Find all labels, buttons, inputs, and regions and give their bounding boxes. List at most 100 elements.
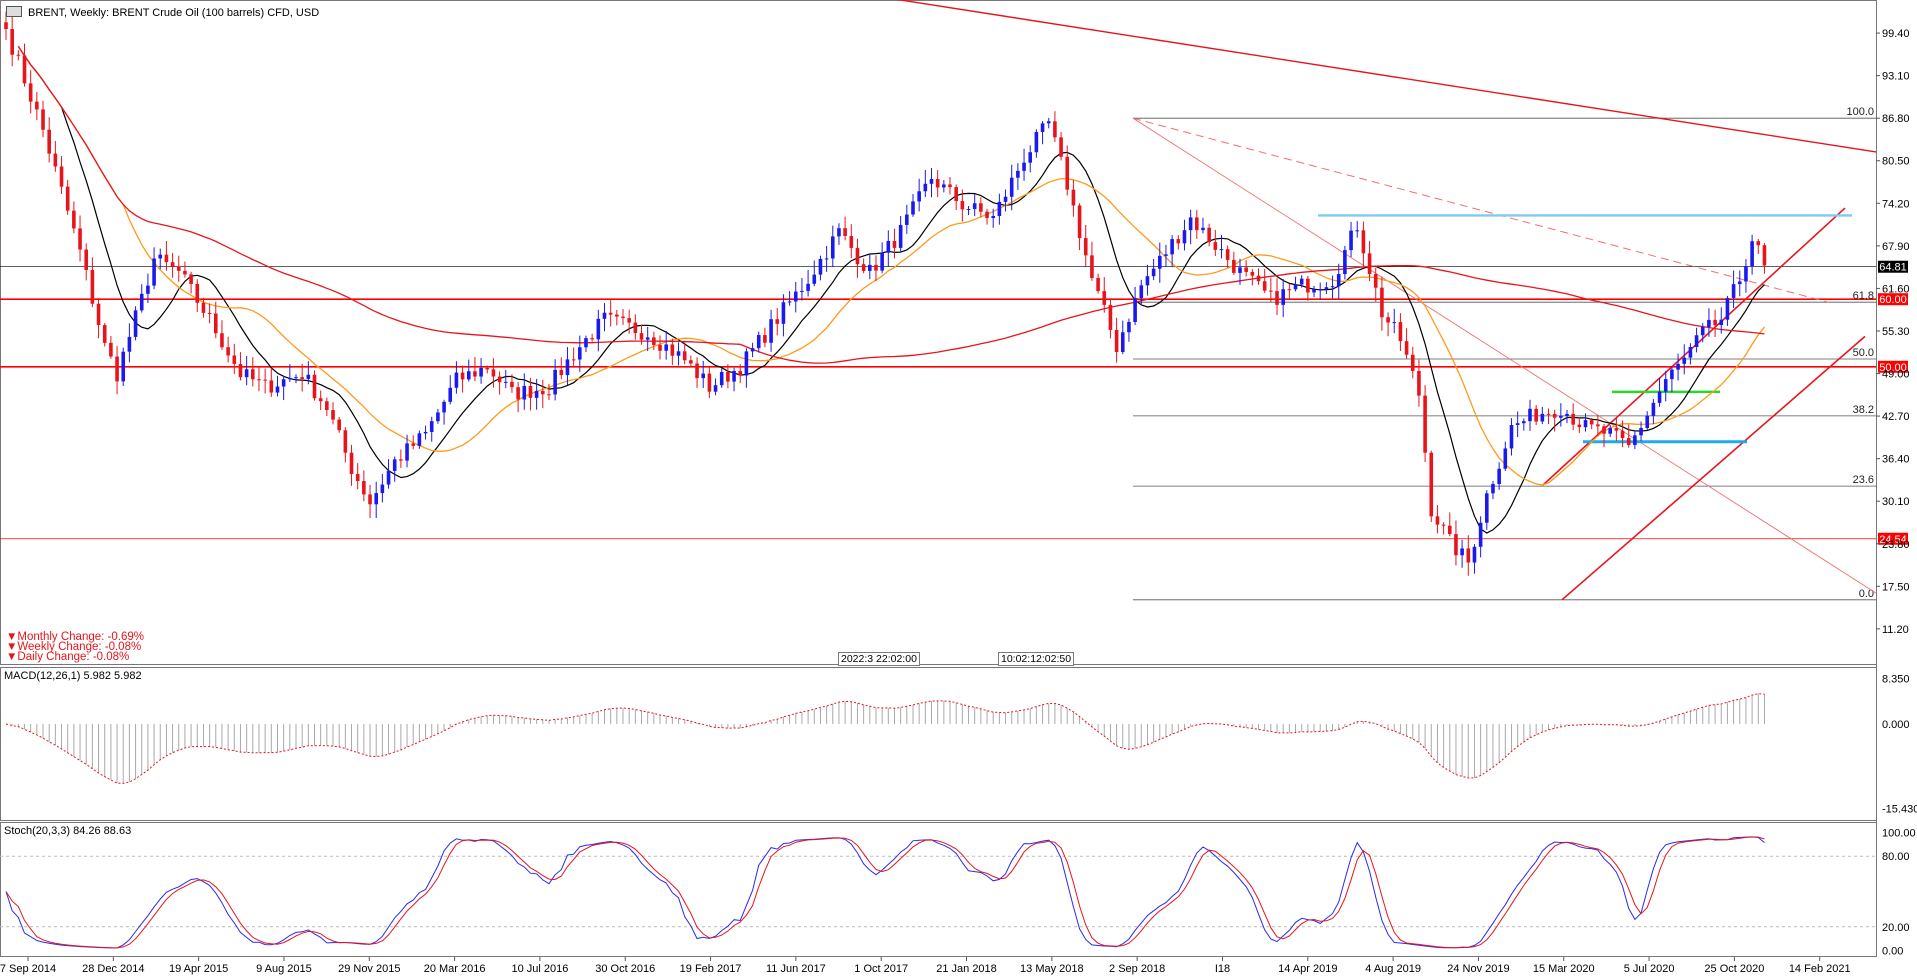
daily-change: ▼Daily Change: -0.08% bbox=[6, 651, 130, 663]
candle-body bbox=[540, 390, 545, 395]
fib-label-50.0: 50.0 bbox=[1853, 347, 1874, 359]
candle-body bbox=[442, 401, 446, 413]
candle-body bbox=[763, 335, 767, 343]
candle-body bbox=[898, 224, 903, 248]
price-tick-label: 93.10 bbox=[1882, 71, 1910, 83]
candle-body bbox=[1207, 227, 1211, 243]
chart-window-icon bbox=[6, 6, 22, 17]
candle-body bbox=[374, 493, 378, 505]
price-tick-label: 80.50 bbox=[1882, 156, 1910, 168]
candle-body bbox=[954, 187, 958, 202]
moving-averages bbox=[17, 46, 1766, 534]
time-tick-label: 14 Apr 2019 bbox=[1278, 963, 1337, 975]
candle-body bbox=[1306, 278, 1310, 293]
candle-body bbox=[59, 166, 64, 187]
time-tick-label: 19 Feb 2017 bbox=[680, 963, 742, 975]
candle-body bbox=[966, 209, 971, 211]
main-panel-frame bbox=[0, 0, 1877, 665]
fib-label-61.8: 61.8 bbox=[1853, 290, 1874, 302]
candle-body bbox=[1392, 322, 1397, 324]
candle-body bbox=[892, 240, 897, 248]
candle-body bbox=[1497, 468, 1501, 485]
candle-body bbox=[972, 203, 977, 210]
macd-tick-label: 0.000 bbox=[1882, 719, 1910, 731]
candle-body bbox=[1188, 217, 1193, 231]
candle-body bbox=[121, 351, 126, 382]
candle-body bbox=[621, 316, 625, 319]
candle-body bbox=[158, 254, 163, 259]
price-tick-label: 11.20 bbox=[1882, 624, 1909, 636]
time-tick-label: 20 Mar 2016 bbox=[424, 963, 486, 975]
candle-body bbox=[1602, 426, 1606, 434]
monthly-change: ▼Monthly Change: -0.69% bbox=[6, 631, 144, 643]
candle-body bbox=[1083, 238, 1088, 256]
change-summary: ▼Monthly Change: -0.69% ▼Weekly Change: … bbox=[6, 631, 144, 663]
candle-body bbox=[1737, 281, 1742, 285]
candle-body bbox=[701, 373, 706, 379]
candle-body bbox=[460, 372, 465, 380]
candle-body bbox=[1324, 287, 1329, 290]
candle-body bbox=[429, 421, 434, 432]
candle-body bbox=[522, 385, 527, 400]
trend-line-drawings bbox=[896, 0, 1877, 601]
candle-body bbox=[1256, 275, 1261, 282]
candle-body bbox=[1287, 289, 1292, 291]
price-tick-label: 74.20 bbox=[1882, 198, 1910, 210]
candle-body bbox=[1361, 230, 1366, 254]
candle-body bbox=[1225, 249, 1230, 260]
candle-body bbox=[405, 443, 409, 461]
candle-body bbox=[164, 254, 169, 263]
time-tick-label: 30 Oct 2016 bbox=[595, 963, 655, 975]
time-tick-label: 2 Sep 2018 bbox=[1109, 963, 1165, 975]
fib-label-38.2: 38.2 bbox=[1853, 404, 1874, 416]
candle-body bbox=[1688, 346, 1693, 358]
chart-title: BRENT, Weekly: BRENT Crude Oil (100 barr… bbox=[6, 6, 319, 19]
candle-body bbox=[127, 336, 132, 352]
macd-title: MACD(12,26,1) 5.982 5.982 bbox=[4, 670, 142, 682]
candle-body bbox=[855, 247, 860, 265]
candle-body bbox=[1583, 420, 1588, 428]
candle-body bbox=[1651, 402, 1656, 416]
candle-body bbox=[257, 379, 261, 381]
candle-body bbox=[1355, 230, 1360, 232]
candle-body bbox=[325, 401, 329, 411]
candle-body bbox=[90, 270, 95, 304]
candle-body bbox=[170, 262, 175, 267]
candle-body bbox=[1447, 525, 1452, 535]
candle-body bbox=[658, 344, 662, 351]
fib-label-100.0: 100.0 bbox=[1846, 106, 1874, 118]
candle-body bbox=[399, 459, 403, 461]
candle-body bbox=[516, 387, 520, 400]
candle-body bbox=[72, 210, 76, 229]
time-tick-label: 29 Nov 2015 bbox=[338, 963, 400, 975]
candle-body bbox=[479, 367, 483, 377]
candle-body bbox=[1398, 322, 1403, 342]
candle-body bbox=[695, 363, 699, 379]
long-term-downtrend-line bbox=[896, 0, 1877, 153]
candle-body bbox=[1596, 424, 1600, 427]
candle-body bbox=[1744, 266, 1748, 282]
candle-body bbox=[1756, 241, 1761, 246]
candle-body bbox=[1509, 424, 1514, 449]
candle-body bbox=[824, 258, 829, 260]
candle-body bbox=[1645, 415, 1650, 428]
candle-body bbox=[942, 184, 946, 188]
macd-indicator: 8.350 0.000 -15.430 bbox=[5, 673, 1917, 815]
time-tick-label: 4 Aug 2019 bbox=[1365, 963, 1421, 975]
time-tick-label: 5 Jul 2020 bbox=[1624, 963, 1675, 975]
candle-body bbox=[22, 55, 27, 84]
candle-body bbox=[251, 369, 255, 380]
candle-body bbox=[719, 372, 724, 386]
candle-body bbox=[1046, 121, 1051, 124]
candle-body bbox=[102, 325, 107, 343]
candle-body bbox=[1269, 290, 1273, 292]
stoch-tick-label: 80.00 bbox=[1882, 851, 1910, 863]
candle-body bbox=[1620, 430, 1625, 439]
candle-body bbox=[547, 394, 551, 396]
candle-body bbox=[1077, 205, 1082, 239]
time-tick-label: 19 Apr 2015 bbox=[169, 963, 228, 975]
candle-body bbox=[53, 153, 58, 167]
candle-body bbox=[769, 319, 773, 343]
candle-body bbox=[1577, 424, 1582, 428]
